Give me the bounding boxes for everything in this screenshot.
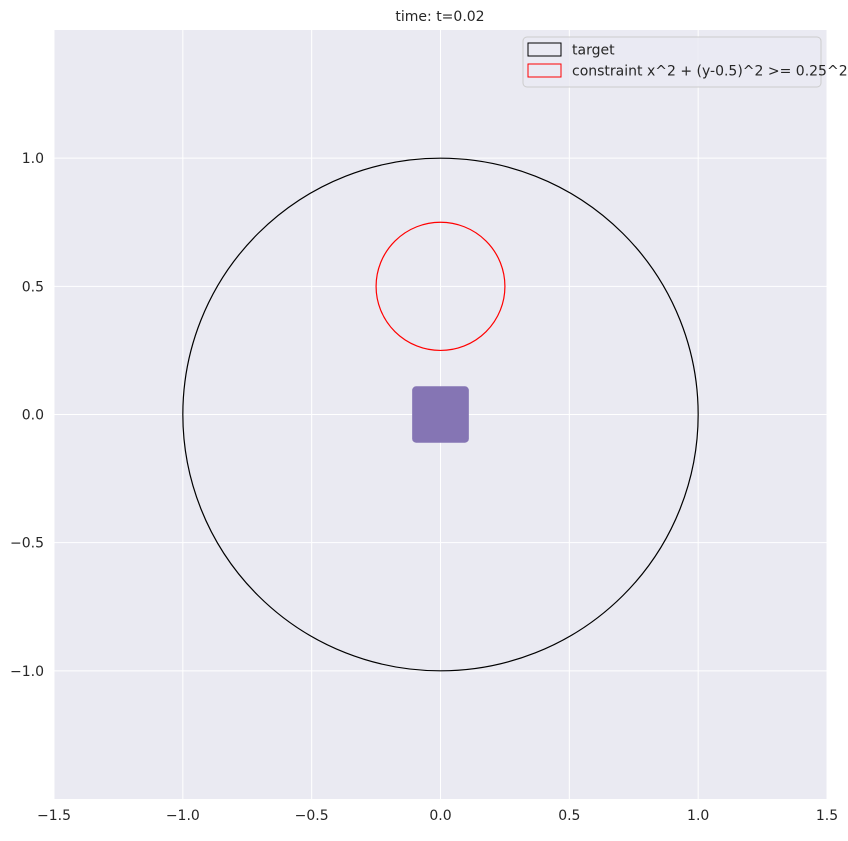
x-tick-label: 0.5 <box>558 808 580 824</box>
x-tick-label: −0.5 <box>295 808 329 824</box>
point-cloud <box>412 386 469 442</box>
x-tick-label: 1.0 <box>687 808 709 824</box>
legend: target constraint x^2 + (y-0.5)^2 >= 0.2… <box>523 37 848 87</box>
x-tick-label: 0.0 <box>429 808 451 824</box>
legend-box <box>523 37 821 87</box>
chart-title: time: t=0.02 <box>395 9 484 25</box>
y-tick-label: 0.0 <box>22 408 44 424</box>
y-tick-label: 0.5 <box>22 279 44 295</box>
legend-constraint-label: constraint x^2 + (y-0.5)^2 >= 0.25^2 <box>572 64 848 80</box>
x-axis-ticks: −1.5 −1.0 −0.5 0.0 0.5 1.0 1.5 <box>37 808 838 824</box>
y-tick-label: −1.0 <box>10 664 44 680</box>
y-tick-label: 1.0 <box>22 151 44 167</box>
legend-target-label: target <box>572 43 615 59</box>
x-tick-label: −1.5 <box>37 808 71 824</box>
y-axis-ticks: −1.0 −0.5 0.0 0.5 1.0 <box>10 151 44 680</box>
x-tick-label: −1.0 <box>166 808 200 824</box>
y-tick-label: −0.5 <box>10 536 44 552</box>
x-tick-label: 1.5 <box>816 808 838 824</box>
data-points <box>412 386 469 442</box>
